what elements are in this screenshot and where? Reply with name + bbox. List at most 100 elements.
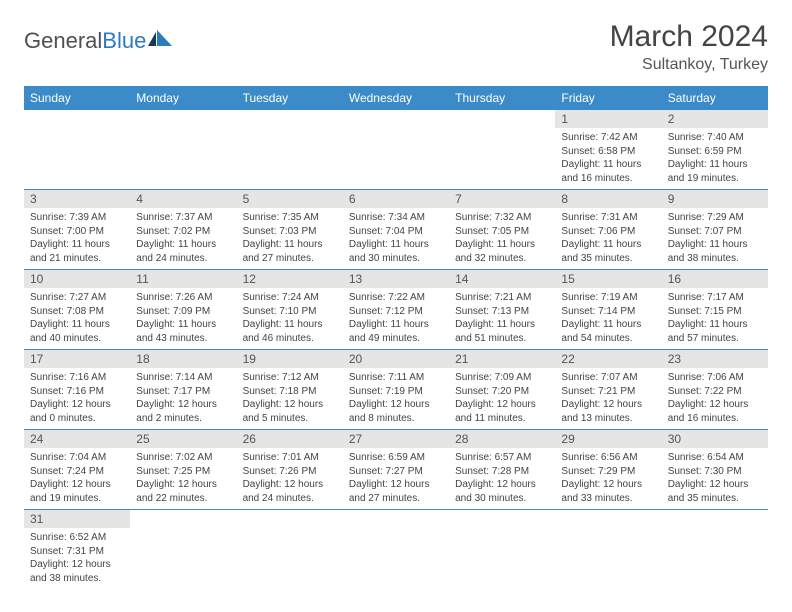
day-body: Sunrise: 7:26 AMSunset: 7:09 PMDaylight:… [130, 288, 236, 349]
day-number: 10 [24, 270, 130, 288]
calendar-cell [24, 110, 130, 190]
calendar-cell [237, 110, 343, 190]
day-body: Sunrise: 7:11 AMSunset: 7:19 PMDaylight:… [343, 368, 449, 429]
day-body: Sunrise: 7:14 AMSunset: 7:17 PMDaylight:… [130, 368, 236, 429]
day-body: Sunrise: 6:57 AMSunset: 7:28 PMDaylight:… [449, 448, 555, 509]
calendar-cell: 22Sunrise: 7:07 AMSunset: 7:21 PMDayligh… [555, 350, 661, 430]
month-title: March 2024 [610, 20, 768, 54]
calendar-cell: 14Sunrise: 7:21 AMSunset: 7:13 PMDayligh… [449, 270, 555, 350]
calendar-cell [237, 510, 343, 590]
day-body: Sunrise: 7:31 AMSunset: 7:06 PMDaylight:… [555, 208, 661, 269]
day-number: 30 [662, 430, 768, 448]
day-number: 29 [555, 430, 661, 448]
day-body: Sunrise: 7:04 AMSunset: 7:24 PMDaylight:… [24, 448, 130, 509]
calendar-cell: 8Sunrise: 7:31 AMSunset: 7:06 PMDaylight… [555, 190, 661, 270]
day-number: 13 [343, 270, 449, 288]
calendar-cell [555, 510, 661, 590]
calendar-cell: 9Sunrise: 7:29 AMSunset: 7:07 PMDaylight… [662, 190, 768, 270]
day-body: Sunrise: 6:56 AMSunset: 7:29 PMDaylight:… [555, 448, 661, 509]
day-body: Sunrise: 7:22 AMSunset: 7:12 PMDaylight:… [343, 288, 449, 349]
day-body: Sunrise: 7:09 AMSunset: 7:20 PMDaylight:… [449, 368, 555, 429]
day-body: Sunrise: 7:27 AMSunset: 7:08 PMDaylight:… [24, 288, 130, 349]
day-number: 4 [130, 190, 236, 208]
flag-icon [148, 28, 174, 54]
day-body: Sunrise: 7:21 AMSunset: 7:13 PMDaylight:… [449, 288, 555, 349]
day-number: 1 [555, 110, 661, 128]
day-number: 14 [449, 270, 555, 288]
calendar-cell: 7Sunrise: 7:32 AMSunset: 7:05 PMDaylight… [449, 190, 555, 270]
day-number: 12 [237, 270, 343, 288]
day-body: Sunrise: 7:06 AMSunset: 7:22 PMDaylight:… [662, 368, 768, 429]
weekday-header: Monday [130, 86, 236, 110]
calendar-cell: 31Sunrise: 6:52 AMSunset: 7:31 PMDayligh… [24, 510, 130, 590]
calendar-cell: 11Sunrise: 7:26 AMSunset: 7:09 PMDayligh… [130, 270, 236, 350]
day-body: Sunrise: 7:32 AMSunset: 7:05 PMDaylight:… [449, 208, 555, 269]
calendar-cell: 30Sunrise: 6:54 AMSunset: 7:30 PMDayligh… [662, 430, 768, 510]
weekday-header: Friday [555, 86, 661, 110]
day-body: Sunrise: 6:59 AMSunset: 7:27 PMDaylight:… [343, 448, 449, 509]
day-body: Sunrise: 7:24 AMSunset: 7:10 PMDaylight:… [237, 288, 343, 349]
day-number: 8 [555, 190, 661, 208]
day-number: 2 [662, 110, 768, 128]
calendar-cell: 19Sunrise: 7:12 AMSunset: 7:18 PMDayligh… [237, 350, 343, 430]
calendar-cell: 1Sunrise: 7:42 AMSunset: 6:58 PMDaylight… [555, 110, 661, 190]
calendar-cell [449, 110, 555, 190]
calendar-cell: 3Sunrise: 7:39 AMSunset: 7:00 PMDaylight… [24, 190, 130, 270]
day-number: 15 [555, 270, 661, 288]
logo-text-1: General [24, 28, 102, 54]
day-number: 25 [130, 430, 236, 448]
day-body: Sunrise: 7:39 AMSunset: 7:00 PMDaylight:… [24, 208, 130, 269]
calendar-cell: 21Sunrise: 7:09 AMSunset: 7:20 PMDayligh… [449, 350, 555, 430]
calendar-cell [130, 110, 236, 190]
calendar-head: SundayMondayTuesdayWednesdayThursdayFrid… [24, 86, 768, 110]
calendar-cell: 17Sunrise: 7:16 AMSunset: 7:16 PMDayligh… [24, 350, 130, 430]
day-body: Sunrise: 7:12 AMSunset: 7:18 PMDaylight:… [237, 368, 343, 429]
day-number: 31 [24, 510, 130, 528]
weekday-header: Saturday [662, 86, 768, 110]
day-number: 16 [662, 270, 768, 288]
calendar-cell: 25Sunrise: 7:02 AMSunset: 7:25 PMDayligh… [130, 430, 236, 510]
day-number: 3 [24, 190, 130, 208]
title-block: March 2024 Sultankoy, Turkey [610, 20, 768, 74]
calendar-body: 1Sunrise: 7:42 AMSunset: 6:58 PMDaylight… [24, 110, 768, 589]
weekday-header: Wednesday [343, 86, 449, 110]
calendar-cell: 15Sunrise: 7:19 AMSunset: 7:14 PMDayligh… [555, 270, 661, 350]
day-number: 27 [343, 430, 449, 448]
day-body: Sunrise: 7:34 AMSunset: 7:04 PMDaylight:… [343, 208, 449, 269]
day-number: 18 [130, 350, 236, 368]
day-number: 19 [237, 350, 343, 368]
calendar-cell: 6Sunrise: 7:34 AMSunset: 7:04 PMDaylight… [343, 190, 449, 270]
day-number: 7 [449, 190, 555, 208]
calendar-cell: 4Sunrise: 7:37 AMSunset: 7:02 PMDaylight… [130, 190, 236, 270]
calendar-cell: 27Sunrise: 6:59 AMSunset: 7:27 PMDayligh… [343, 430, 449, 510]
location: Sultankoy, Turkey [610, 56, 768, 74]
weekday-header: Sunday [24, 86, 130, 110]
day-number: 21 [449, 350, 555, 368]
day-body: Sunrise: 6:52 AMSunset: 7:31 PMDaylight:… [24, 528, 130, 589]
day-number: 17 [24, 350, 130, 368]
logo-text-2: Blue [102, 28, 146, 54]
day-number: 26 [237, 430, 343, 448]
day-body: Sunrise: 7:02 AMSunset: 7:25 PMDaylight:… [130, 448, 236, 509]
day-number: 23 [662, 350, 768, 368]
day-body: Sunrise: 6:54 AMSunset: 7:30 PMDaylight:… [662, 448, 768, 509]
calendar-table: SundayMondayTuesdayWednesdayThursdayFrid… [24, 86, 768, 589]
day-body: Sunrise: 7:29 AMSunset: 7:07 PMDaylight:… [662, 208, 768, 269]
calendar-cell: 20Sunrise: 7:11 AMSunset: 7:19 PMDayligh… [343, 350, 449, 430]
calendar-cell [343, 510, 449, 590]
day-body: Sunrise: 7:37 AMSunset: 7:02 PMDaylight:… [130, 208, 236, 269]
calendar-cell: 2Sunrise: 7:40 AMSunset: 6:59 PMDaylight… [662, 110, 768, 190]
day-number: 22 [555, 350, 661, 368]
calendar-cell: 18Sunrise: 7:14 AMSunset: 7:17 PMDayligh… [130, 350, 236, 430]
day-number: 6 [343, 190, 449, 208]
logo: GeneralBlue [24, 28, 174, 54]
calendar-cell: 13Sunrise: 7:22 AMSunset: 7:12 PMDayligh… [343, 270, 449, 350]
calendar-cell: 23Sunrise: 7:06 AMSunset: 7:22 PMDayligh… [662, 350, 768, 430]
calendar-cell: 28Sunrise: 6:57 AMSunset: 7:28 PMDayligh… [449, 430, 555, 510]
calendar-cell: 26Sunrise: 7:01 AMSunset: 7:26 PMDayligh… [237, 430, 343, 510]
calendar-cell [130, 510, 236, 590]
calendar-cell: 16Sunrise: 7:17 AMSunset: 7:15 PMDayligh… [662, 270, 768, 350]
day-body: Sunrise: 7:35 AMSunset: 7:03 PMDaylight:… [237, 208, 343, 269]
calendar-cell: 29Sunrise: 6:56 AMSunset: 7:29 PMDayligh… [555, 430, 661, 510]
weekday-header: Thursday [449, 86, 555, 110]
